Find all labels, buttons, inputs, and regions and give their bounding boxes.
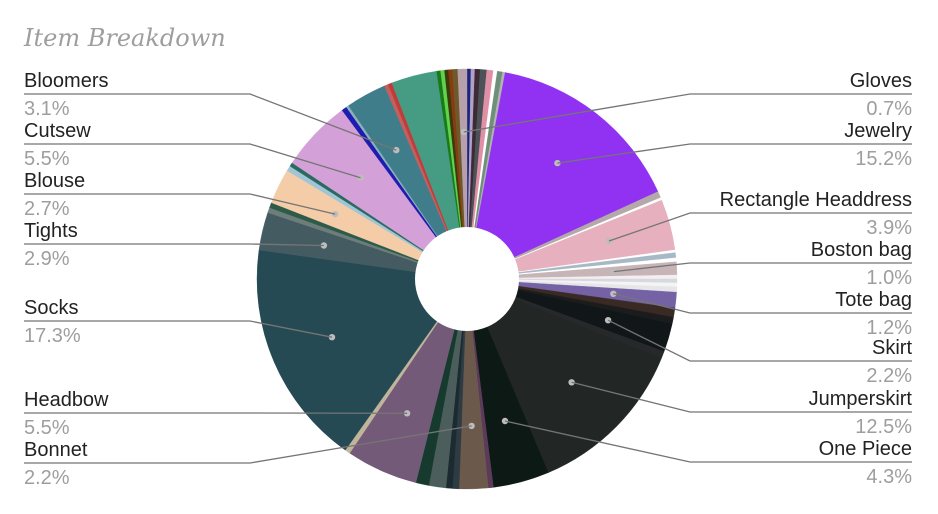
- pct-jumperskirt: 12.5%: [855, 416, 912, 438]
- label-rectangle-headdress: Rectangle Headdress: [720, 189, 912, 211]
- leader-line-gloves: [463, 93, 912, 133]
- pct-cutsew: 5.5%: [24, 148, 70, 170]
- leader-line-socks: [24, 320, 333, 338]
- pct-tote-bag: 1.2%: [866, 317, 912, 339]
- pct-socks: 17.3%: [24, 325, 81, 347]
- leader-line-bonnet: [24, 425, 472, 464]
- label-boston-bag: Boston bag: [811, 239, 912, 261]
- pct-jewelry: 15.2%: [855, 148, 912, 170]
- leader-line-bloomers: [24, 93, 397, 151]
- label-blouse: Blouse: [24, 170, 85, 192]
- leader-line-boston-bag: [613, 262, 912, 273]
- pct-skirt: 2.2%: [866, 365, 912, 387]
- label-cutsew: Cutsew: [24, 120, 91, 142]
- callouts: Bloomers3.1%Cutsew5.5%Blouse2.7%Tights2.…: [24, 70, 912, 489]
- label-gloves: Gloves: [850, 70, 912, 92]
- leader-line-blouse: [24, 193, 336, 215]
- label-tote-bag: Tote bag: [835, 289, 912, 311]
- label-jewelry: Jewelry: [844, 120, 912, 142]
- label-headbow: Headbow: [24, 389, 109, 411]
- label-bonnet: Bonnet: [24, 439, 88, 461]
- pct-blouse: 2.7%: [24, 198, 70, 220]
- pct-rectangle-headdress: 3.9%: [866, 217, 912, 239]
- slice-jewelry: [466, 72, 659, 280]
- donut-hole: [415, 227, 519, 331]
- pct-one-piece: 4.3%: [866, 466, 912, 488]
- pct-boston-bag: 1.0%: [866, 267, 912, 289]
- leader-line-skirt: [607, 319, 912, 362]
- leader-line-jumperskirt: [571, 381, 912, 413]
- pct-headbow: 5.5%: [24, 417, 70, 439]
- pct-tights: 2.9%: [24, 248, 70, 270]
- pct-bonnet: 2.2%: [24, 467, 70, 489]
- pct-bloomers: 3.1%: [24, 98, 70, 120]
- leader-line-one-piece: [504, 420, 912, 463]
- leader-line-jewelry: [557, 143, 912, 164]
- slice-gloves: [457, 68, 468, 280]
- slice-socks: [256, 249, 468, 451]
- label-jumperskirt: Jumperskirt: [809, 388, 913, 410]
- label-socks: Socks: [24, 297, 78, 319]
- label-bloomers: Bloomers: [24, 70, 108, 92]
- pie-slices: [256, 68, 678, 490]
- pct-gloves: 0.7%: [866, 98, 912, 120]
- label-skirt: Skirt: [872, 337, 912, 359]
- leader-line-tights: [24, 243, 324, 247]
- leader-line-rectangle-headdress: [608, 212, 912, 242]
- leader-line-cutsew: [24, 143, 361, 179]
- chart-title: Item Breakdown: [23, 24, 226, 52]
- label-one-piece: One Piece: [819, 438, 912, 460]
- slice-jumperskirt: [466, 278, 662, 473]
- label-tights: Tights: [24, 220, 78, 242]
- leader-line-tote-bag: [613, 293, 912, 314]
